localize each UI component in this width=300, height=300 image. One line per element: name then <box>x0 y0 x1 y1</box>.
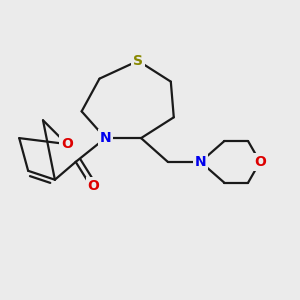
Text: O: O <box>61 137 73 151</box>
Text: O: O <box>254 155 266 169</box>
Text: O: O <box>88 179 100 193</box>
Text: N: N <box>195 155 206 169</box>
Text: N: N <box>100 131 111 145</box>
Text: S: S <box>133 54 143 68</box>
